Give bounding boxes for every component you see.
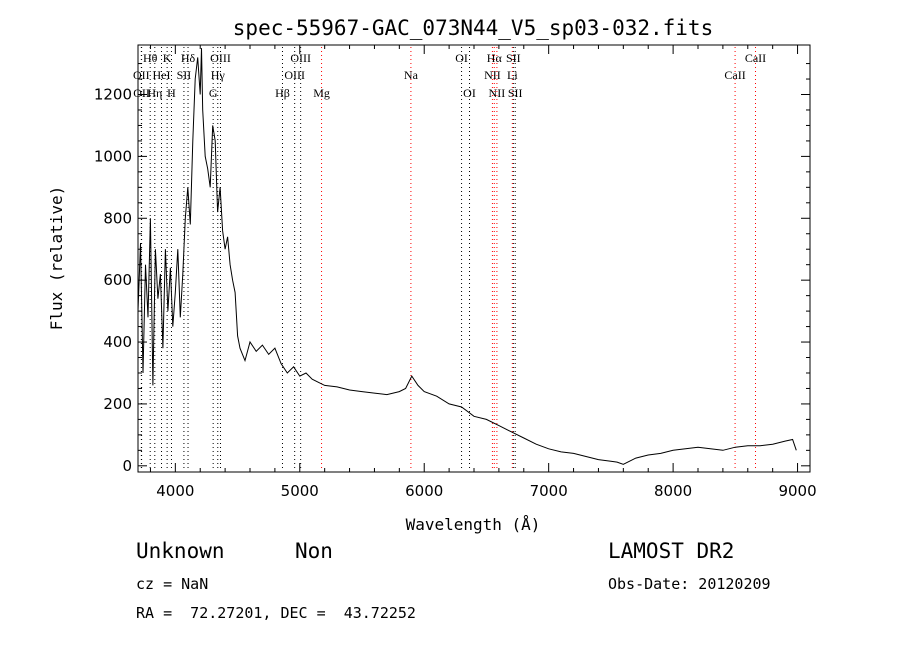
spectral-line-label: OI (455, 51, 468, 65)
y-axis-label: Flux (relative) (47, 186, 66, 331)
y-tick-label: 800 (103, 209, 132, 227)
spectral-line-label: Li (507, 68, 518, 82)
spectrum-series-line (137, 48, 797, 465)
y-tick-label: 400 (103, 333, 132, 351)
spectral-line-label: Hη (147, 86, 162, 100)
x-axis-label: Wavelength (Å) (406, 515, 541, 534)
x-tick-label: 5000 (281, 482, 319, 500)
spectral-line-label: Hδ (181, 51, 196, 65)
spectral-line-label: OIII (290, 51, 311, 65)
spectral-line-label: OIII (210, 51, 231, 65)
spectral-line-label: OIII (284, 68, 305, 82)
spectral-line-label: Hγ (211, 68, 226, 82)
spectral-line-label: Mg (313, 86, 330, 100)
classification-label: Unknown (136, 539, 225, 563)
spectral-line-label: G (209, 86, 218, 100)
spectral-line-label: OII (133, 68, 150, 82)
spectral-line-label: Na (404, 68, 419, 82)
spectral-line-label: OII (133, 86, 150, 100)
x-axis-ticks: 4000 5000 6000 7000 8000 9000 (149, 45, 817, 500)
y-tick-label: 600 (103, 271, 132, 289)
subclass-label: Non (295, 539, 333, 563)
survey-label: LAMOST DR2 (608, 539, 735, 563)
y-tick-label: 200 (103, 395, 132, 413)
plot-frame (137, 44, 811, 473)
y-tick-label: 0 (122, 457, 132, 475)
spectral-line-label: NII (489, 86, 506, 100)
spectral-line-label: SII (508, 86, 523, 100)
x-tick-label: 9000 (778, 482, 816, 500)
spectral-line-label: CaII (724, 68, 745, 82)
obs-date-text: Obs-Date: 20120209 (608, 575, 771, 593)
spectral-line-markers (140, 47, 756, 470)
spectral-line-label: NII (484, 68, 501, 82)
spectral-line-label: CaII (745, 51, 766, 65)
spectral-line-label: SII (177, 68, 192, 82)
spectral-line-label: SII (506, 51, 521, 65)
spectral-line-label: H (167, 86, 176, 100)
spectral-line-label: HeI (153, 68, 171, 82)
spectral-line-label: K (163, 51, 172, 65)
x-tick-label: 4000 (156, 482, 194, 500)
spectral-line-label: Hα (487, 51, 503, 65)
redshift-text: cz = NaN (136, 575, 209, 593)
chart-title: spec-55967-GAC_073N44_V5_sp03-032.fits (233, 16, 713, 40)
coordinates-text: RA = 72.27201, DEC = 43.72252 (136, 604, 416, 622)
x-tick-label: 6000 (405, 482, 443, 500)
y-axis-ticks: 0 200 400 600 800 1000 1200 (94, 63, 810, 475)
x-tick-label: 7000 (530, 482, 568, 500)
y-tick-label: 1000 (94, 147, 132, 165)
spectral-line-label: OI (463, 86, 476, 100)
x-tick-label: 8000 (654, 482, 692, 500)
y-tick-label: 1200 (94, 86, 132, 104)
spectral-line-label: Hθ (143, 51, 158, 65)
spectral-line-label: Hβ (275, 86, 290, 100)
